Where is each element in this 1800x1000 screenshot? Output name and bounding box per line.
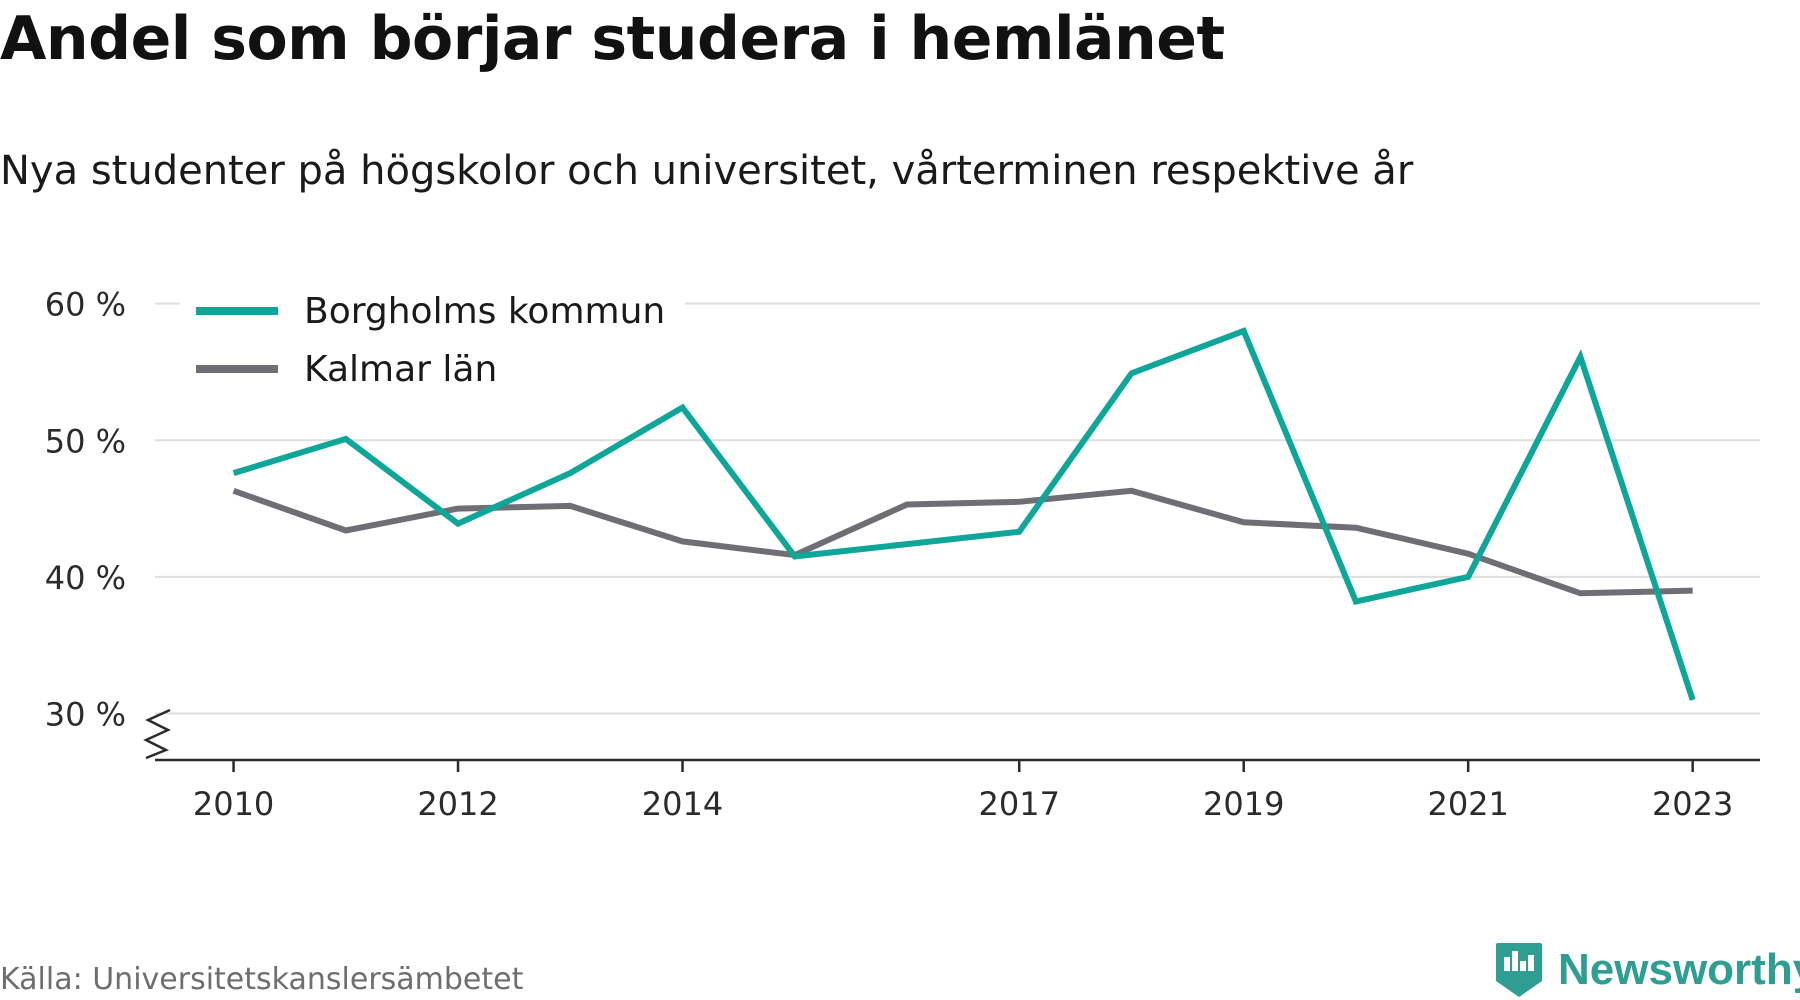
x-axis bbox=[143, 708, 1760, 772]
x-tick-label: 2017 bbox=[979, 785, 1060, 823]
x-tick-label: 2021 bbox=[1427, 785, 1508, 823]
source-note: Källa: Universitetskanslersämbetet bbox=[0, 962, 524, 997]
chart-subtitle: Nya studenter på högskolor och universit… bbox=[0, 148, 1414, 194]
newsworthy-logo-icon bbox=[1496, 943, 1542, 997]
x-tick-label: 2023 bbox=[1652, 785, 1733, 823]
y-tick-label: 60 % bbox=[45, 286, 126, 324]
x-tick-label: 2014 bbox=[642, 785, 723, 823]
x-axis-labels: 2010 2012 2014 2017 2019 2021 2023 bbox=[193, 785, 1734, 823]
brand-name: Newsworthy bbox=[1558, 945, 1800, 994]
series-line-kalmar-l-n bbox=[232, 487, 1693, 597]
x-tick-label: 2012 bbox=[417, 785, 498, 823]
y-tick-label: 40 % bbox=[45, 559, 126, 597]
x-tick-label: 2010 bbox=[193, 785, 274, 823]
brand-logo: Newsworthy bbox=[1494, 941, 1800, 999]
legend-label: Kalmar län bbox=[304, 349, 497, 390]
legend-label: Borgholms kommun bbox=[304, 291, 665, 332]
chart-title: Andel som börjar studera i hemlänet bbox=[0, 4, 1225, 74]
y-tick-label: 50 % bbox=[45, 422, 126, 460]
axis-break-mark bbox=[143, 708, 171, 760]
line-chart: 30 % 40 % 50 % 60 % 2010 2012 2014 2017 2019 202… bbox=[44, 280, 1760, 823]
series-lines bbox=[232, 327, 1696, 701]
y-axis-labels: 30 % 40 % 50 % 60 % bbox=[45, 286, 126, 734]
x-tick-label: 2019 bbox=[1203, 785, 1284, 823]
series-line-borgholms-kommun bbox=[232, 327, 1696, 701]
legend: Borgholms kommun Kalmar län bbox=[180, 280, 685, 390]
y-tick-label: 30 % bbox=[45, 696, 126, 734]
